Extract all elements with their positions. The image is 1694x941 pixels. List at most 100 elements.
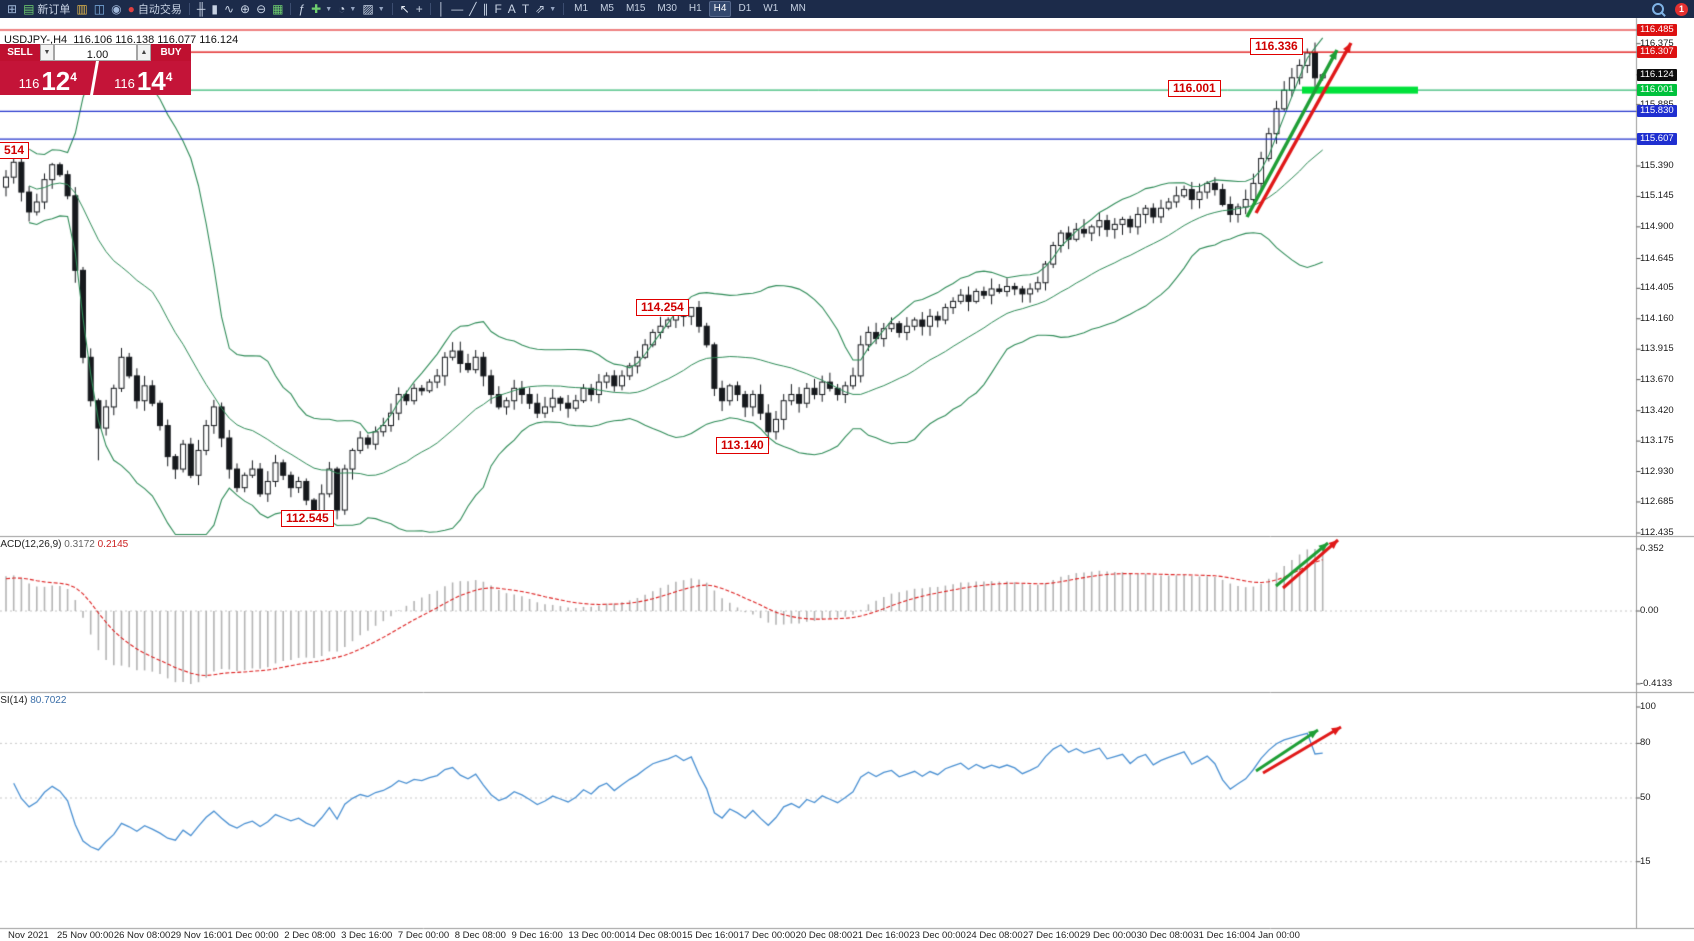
- tf-button-H1[interactable]: H1: [688, 3, 702, 14]
- line-chart-icon: ∿: [223, 2, 235, 16]
- tf-button-M30[interactable]: M30: [657, 3, 677, 14]
- profiles-button[interactable]: ◫: [91, 1, 108, 17]
- template-icon: ▨: [362, 2, 374, 16]
- time-label: Nov 2021: [8, 930, 49, 941]
- history-center-icon: ▥: [76, 2, 88, 16]
- time-label: 24 Dec 08:00: [966, 930, 1023, 941]
- time-label: 15 Dec 16:00: [682, 930, 739, 941]
- zoom-in-button[interactable]: ⊕: [237, 1, 253, 17]
- rsi-scale-label: 80: [1640, 737, 1651, 749]
- search-button[interactable]: [1649, 1, 1667, 17]
- tf-button-H4[interactable]: H4: [708, 1, 732, 17]
- arrow-object-icon: ⇗: [535, 2, 546, 16]
- price-annotation[interactable]: 113.140: [716, 437, 769, 454]
- time-label: 2 Dec 08:00: [284, 930, 336, 941]
- toolbar-separator: [188, 3, 190, 15]
- price-axis-label: 112.435: [1640, 527, 1674, 538]
- indicators-button[interactable]: ƒ: [295, 1, 308, 17]
- tile-windows-button[interactable]: ▦: [269, 1, 286, 17]
- fibonacci-button[interactable]: F: [491, 1, 504, 17]
- buy-button[interactable]: BUY: [151, 44, 191, 61]
- indicators-icon: ƒ: [298, 2, 306, 16]
- rsi-scale-label: 50: [1640, 792, 1651, 803]
- search-icon: [1652, 3, 1664, 15]
- fibonacci-icon: F: [494, 2, 502, 16]
- volume-input[interactable]: [55, 46, 140, 64]
- time-label: 25 Nov 00:00: [57, 930, 114, 941]
- volume-up-button[interactable]: ▲: [137, 44, 151, 61]
- time-label: 17 Dec 00:00: [738, 930, 796, 941]
- history-center-button[interactable]: ▥: [73, 1, 90, 17]
- sell-price-big-figure: 116: [18, 76, 40, 91]
- price-annotation[interactable]: 514: [0, 142, 30, 159]
- vertical-line-icon: │: [437, 2, 446, 16]
- label-button[interactable]: T: [519, 1, 532, 17]
- price-axis-label: 115.885: [1640, 98, 1674, 110]
- macd-scale-label: 0.00: [1640, 605, 1659, 616]
- rsi-scale-label: 100: [1640, 701, 1656, 712]
- time-label: 21 Dec 16:00: [852, 930, 909, 941]
- zoom-in-icon: ⊕: [240, 2, 251, 16]
- buy-price[interactable]: 116 14 4: [95, 61, 191, 96]
- tf-button-M15[interactable]: M15: [625, 3, 646, 14]
- clock-icon: ◔: [338, 2, 346, 16]
- chart-bars-button[interactable]: ╫: [194, 1, 209, 17]
- price-axis-label: 113.175: [1640, 435, 1674, 447]
- channel-button[interactable]: ∥: [479, 1, 491, 17]
- price-annotation[interactable]: 114.254: [636, 299, 689, 316]
- chart-candles-button[interactable]: ▮: [208, 1, 221, 17]
- price-axis-label: 114.160: [1640, 312, 1674, 324]
- macd-header: MACD(12,26,9) 0.3172 0.2145: [0, 539, 129, 550]
- horizontal-line-button[interactable]: —: [448, 1, 466, 17]
- tf-button-M1[interactable]: M1: [574, 3, 589, 14]
- sell-price[interactable]: 116 12 4: [0, 61, 96, 95]
- volume-down-button[interactable]: ▼: [40, 44, 54, 61]
- candlestick-icon: ▮: [211, 2, 218, 16]
- price-annotation[interactable]: 116.336: [1250, 38, 1303, 55]
- crosshair-button[interactable]: +: [413, 1, 426, 17]
- tf-button-MN[interactable]: MN: [790, 3, 806, 14]
- macd-scale-label: 0.352: [1640, 542, 1664, 554]
- zoom-out-button[interactable]: ⊖: [253, 1, 269, 17]
- label-icon: T: [521, 2, 530, 16]
- time-label: 8 Dec 08:00: [454, 930, 506, 941]
- templates-button[interactable]: ▨ ▼: [359, 1, 387, 17]
- chevron-down-icon: ▼: [377, 5, 385, 13]
- tf-button-M5[interactable]: M5: [600, 3, 614, 14]
- price-axis-label: 113.670: [1640, 373, 1674, 385]
- price-axis-label: 114.645: [1640, 252, 1674, 264]
- cursor-icon: ↖: [399, 2, 410, 16]
- time-label: 20 Dec 08:00: [795, 930, 853, 941]
- price-axis-label: 112.685: [1640, 495, 1674, 507]
- notification-badge[interactable]: 1: [1675, 2, 1688, 16]
- price-axis-label: 116.307: [1637, 46, 1677, 59]
- chart-line-button[interactable]: ∿: [221, 1, 237, 17]
- sell-button[interactable]: SELL: [0, 44, 40, 61]
- price-annotation[interactable]: 116.001: [1168, 80, 1221, 97]
- new-chart-icon: ⊞: [7, 2, 18, 16]
- alerts-button[interactable]: ◉: [108, 1, 124, 17]
- price-axis-label: 113.915: [1640, 343, 1674, 355]
- new-order-icon: ▤: [23, 2, 35, 16]
- trendline-button[interactable]: ╱: [466, 1, 479, 17]
- new-order-button-label: 新订单: [37, 4, 71, 16]
- arrows-button[interactable]: ⇗ ▼: [532, 1, 559, 17]
- tf-button-W1[interactable]: W1: [763, 3, 779, 14]
- macd-scale-label: -0.4133: [1640, 677, 1673, 689]
- vertical-line-button[interactable]: │: [435, 1, 449, 17]
- buy-price-pips: 14: [136, 66, 166, 96]
- add-indicator-button[interactable]: ✚ ▼: [308, 1, 335, 17]
- new-order-button[interactable]: ▤ 新订单: [20, 1, 73, 17]
- text-button[interactable]: A: [505, 1, 519, 17]
- sell-price-point: 4: [70, 70, 77, 84]
- periods-button[interactable]: ◔ ▼: [335, 1, 359, 17]
- price-annotation[interactable]: 112.545: [281, 510, 334, 527]
- tf-button-D1[interactable]: D1: [738, 3, 752, 14]
- price-axis-label: 114.900: [1640, 220, 1674, 232]
- time-label: 13 Dec 00:00: [568, 930, 625, 941]
- alerts-icon: ◉: [111, 2, 122, 16]
- autotrading-button[interactable]: ● 自动交易: [125, 1, 185, 17]
- new-chart-button[interactable]: ⊞: [4, 1, 20, 17]
- cursor-button[interactable]: ↖: [397, 1, 413, 17]
